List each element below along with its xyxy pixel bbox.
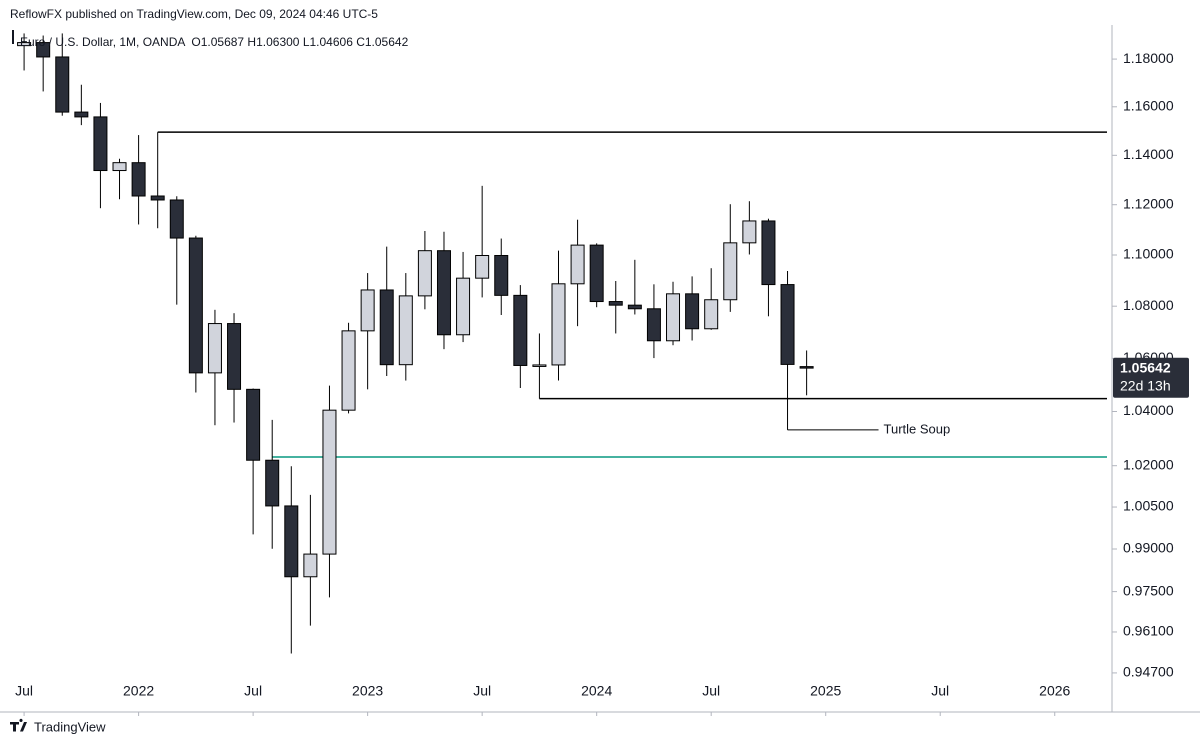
candle-body bbox=[93, 116, 108, 172]
candle-body bbox=[246, 388, 261, 461]
candle-body bbox=[513, 294, 528, 366]
y-tick-label: 0.96100 bbox=[1123, 623, 1174, 639]
candle-body bbox=[608, 301, 623, 306]
candle-body bbox=[322, 409, 337, 555]
x-tick-label: 2023 bbox=[352, 683, 383, 699]
x-tick-label: 2022 bbox=[123, 683, 154, 699]
candle-body bbox=[761, 220, 776, 286]
candle-body bbox=[303, 553, 318, 578]
x-tick-label: Jul bbox=[702, 683, 720, 699]
y-tick-label: 1.00500 bbox=[1123, 498, 1174, 514]
candle-body bbox=[265, 459, 280, 507]
candle-body bbox=[417, 250, 432, 297]
annotation-text: Turtle Soup bbox=[884, 421, 951, 436]
candle-body bbox=[360, 289, 375, 332]
candle-body bbox=[284, 505, 299, 578]
x-tick-label: Jul bbox=[931, 683, 949, 699]
plot-area: Turtle Soup bbox=[17, 33, 1107, 654]
last-price-box bbox=[1113, 357, 1189, 398]
candle-body bbox=[169, 199, 184, 239]
y-tick-label: 1.12000 bbox=[1123, 195, 1174, 211]
candle-body bbox=[112, 162, 127, 172]
candle-body bbox=[627, 304, 642, 310]
candle-body bbox=[532, 364, 547, 367]
candle-body bbox=[436, 250, 451, 336]
y-tick-label: 1.16000 bbox=[1123, 97, 1174, 113]
candle-body bbox=[685, 293, 700, 330]
legend: Euro / U.S. Dollar, 1M, OANDA O1.05687 H1… bbox=[20, 35, 409, 49]
candle-body bbox=[780, 284, 795, 365]
candle-body bbox=[646, 308, 661, 342]
x-tick-label: Jul bbox=[244, 683, 262, 699]
publisher-header: ReflowFX published on TradingView.com, D… bbox=[10, 7, 378, 21]
candle-body bbox=[188, 237, 203, 374]
legend-ohlc: O1.05687 H1.06300 L1.04606 C1.05642 bbox=[191, 35, 408, 49]
candle-body bbox=[341, 330, 356, 411]
x-tick-label: Jul bbox=[473, 683, 491, 699]
y-tick-label: 0.97500 bbox=[1123, 582, 1174, 598]
countdown-label: 22d 13h bbox=[1120, 377, 1171, 393]
candle-body bbox=[17, 42, 32, 47]
x-tick-label: 2026 bbox=[1039, 683, 1070, 699]
candle-body bbox=[398, 295, 413, 366]
candle-body bbox=[589, 244, 604, 303]
candle-body bbox=[379, 289, 394, 366]
x-tick-label: 2025 bbox=[810, 683, 841, 699]
candle-body bbox=[74, 111, 89, 118]
candle-body bbox=[704, 299, 719, 330]
footer-brand: TradingView bbox=[34, 719, 106, 734]
candle-body bbox=[494, 254, 509, 296]
legend-title: Euro / U.S. Dollar, 1M, OANDA bbox=[20, 35, 185, 49]
y-tick-label: 1.02000 bbox=[1123, 456, 1174, 472]
y-tick-label: 1.08000 bbox=[1123, 297, 1174, 313]
y-tick-label: 1.04000 bbox=[1123, 402, 1174, 418]
y-tick-label: 1.14000 bbox=[1123, 146, 1174, 162]
candle-body bbox=[799, 366, 814, 369]
candle-body bbox=[207, 323, 222, 374]
candle-body bbox=[666, 293, 681, 342]
last-price-label: 1.05642 bbox=[1120, 359, 1171, 375]
candle-body bbox=[551, 283, 566, 366]
candle-body bbox=[742, 220, 757, 244]
footer-logo bbox=[10, 718, 27, 732]
candle-body bbox=[570, 244, 585, 285]
x-tick-label: Jul bbox=[15, 683, 33, 699]
y-tick-label: 0.94700 bbox=[1123, 664, 1174, 680]
candle-body bbox=[55, 56, 70, 113]
legend-cursor bbox=[12, 30, 14, 44]
x-tick-label: 2024 bbox=[581, 683, 612, 699]
candle-body bbox=[227, 323, 242, 390]
y-tick-label: 1.10000 bbox=[1123, 246, 1174, 262]
annotation-bg bbox=[879, 420, 956, 439]
y-tick-label: 1.18000 bbox=[1123, 50, 1174, 66]
candle-body bbox=[723, 242, 738, 301]
candle-body bbox=[150, 195, 165, 201]
y-tick-label: 0.99000 bbox=[1123, 540, 1174, 556]
candle-body bbox=[456, 277, 471, 336]
candle-body bbox=[36, 42, 51, 58]
candle-body bbox=[475, 254, 490, 279]
candle-body bbox=[131, 162, 146, 197]
